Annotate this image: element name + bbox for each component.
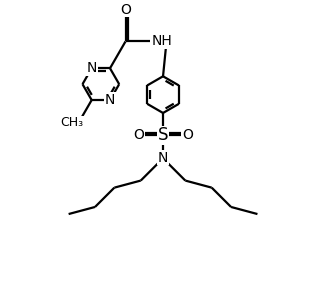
Text: S: S bbox=[158, 126, 168, 144]
Text: N: N bbox=[158, 151, 168, 165]
Text: N: N bbox=[105, 93, 115, 107]
Text: O: O bbox=[120, 3, 131, 17]
Text: NH: NH bbox=[151, 34, 172, 49]
Text: N: N bbox=[86, 61, 97, 75]
Text: CH₃: CH₃ bbox=[60, 116, 84, 129]
Text: O: O bbox=[182, 128, 193, 142]
Text: O: O bbox=[133, 128, 144, 142]
